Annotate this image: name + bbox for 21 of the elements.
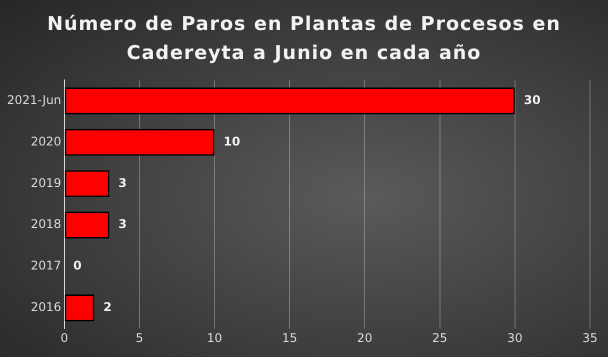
y-tick-label: 2020 xyxy=(30,134,62,148)
x-tick-label: 35 xyxy=(582,330,598,345)
data-label: 2 xyxy=(103,300,112,314)
x-tick-label: 5 xyxy=(136,330,144,345)
data-label: 0 xyxy=(73,258,82,273)
x-tick-label: 0 xyxy=(60,330,68,345)
y-tick-label: 2017 xyxy=(30,258,62,273)
y-tick-label: 2018 xyxy=(30,217,62,232)
x-tick-label: 20 xyxy=(357,330,372,345)
y-tick-label: 2019 xyxy=(30,176,62,190)
data-label: 30 xyxy=(524,93,541,108)
chart-title: Número de Paros en Plantas de Procesos en Cadereyta a Junio en cada año xyxy=(46,12,562,66)
x-tick-label: 25 xyxy=(432,330,448,345)
data-label: 3 xyxy=(118,217,127,232)
x-tick-label: 30 xyxy=(507,330,523,345)
y-tick-label: 2021-Jun xyxy=(6,93,62,108)
data-label: 3 xyxy=(118,176,127,190)
y-tick-label: 2016 xyxy=(30,300,62,314)
x-tick-label: 10 xyxy=(206,330,222,345)
x-tick-label: 15 xyxy=(282,330,298,345)
data-label: 10 xyxy=(223,134,240,148)
